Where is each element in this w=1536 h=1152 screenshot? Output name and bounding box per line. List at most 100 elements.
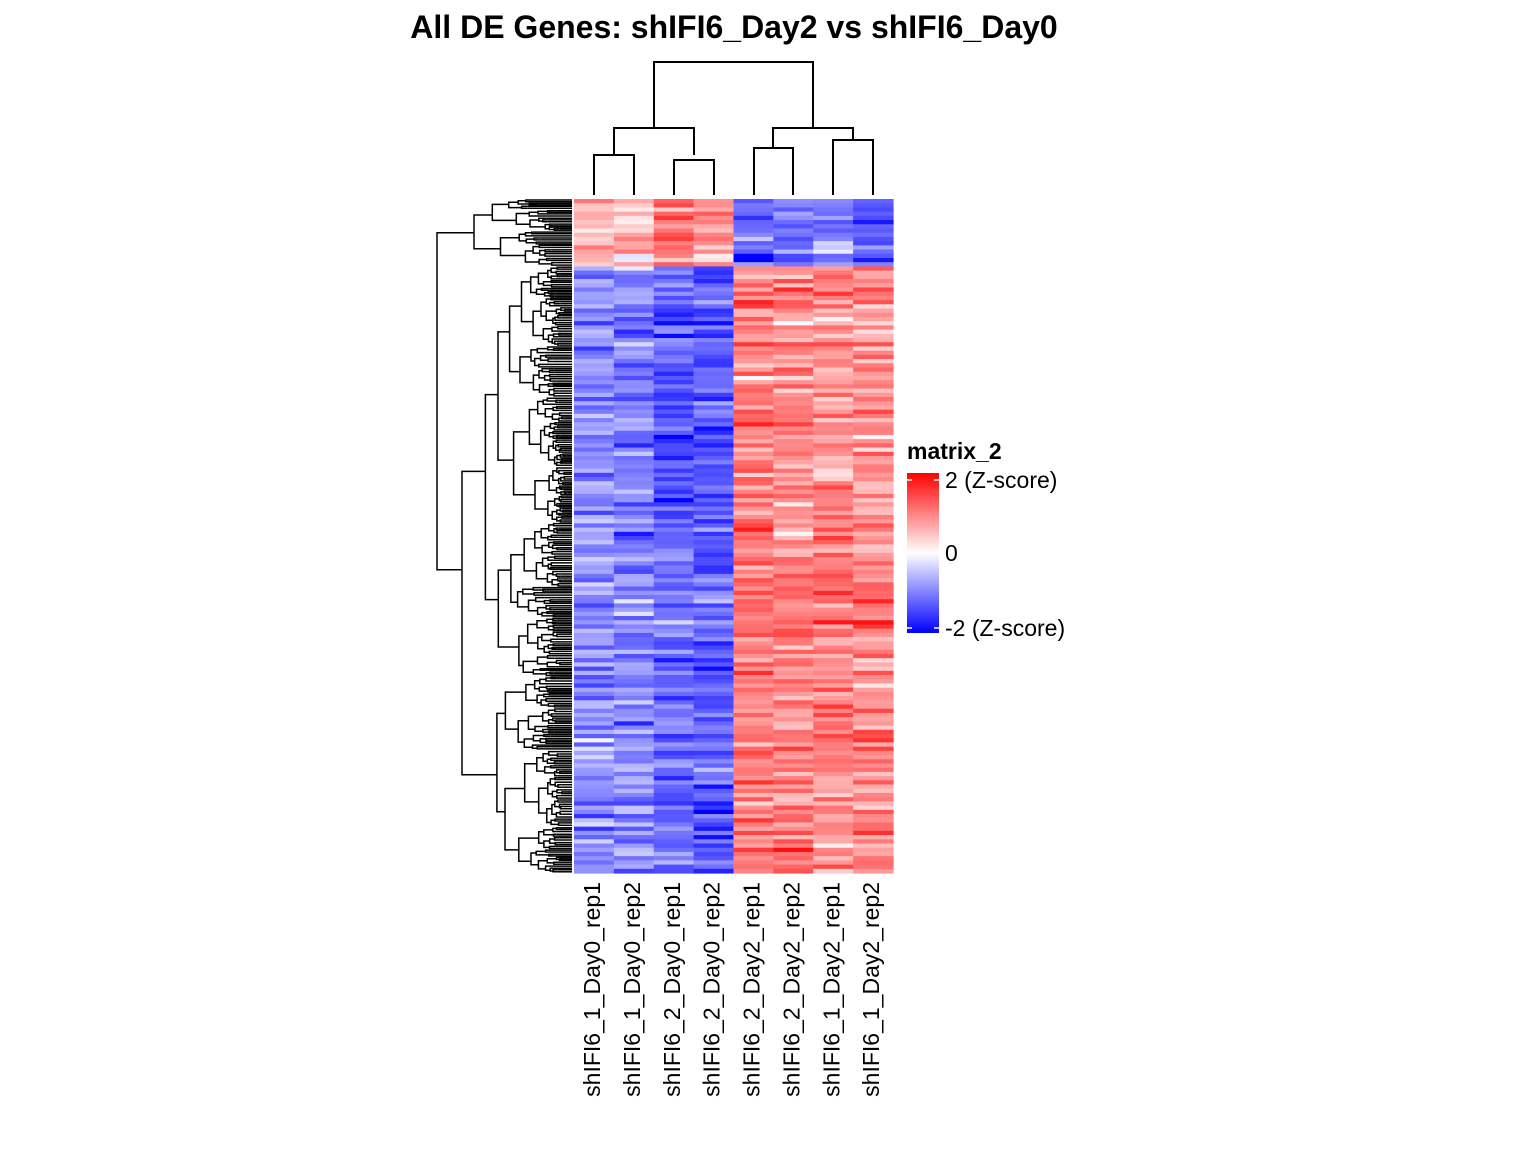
heatmap-cell xyxy=(773,396,814,402)
heatmap-cell xyxy=(733,312,774,318)
heatmap-cell xyxy=(733,552,774,558)
heatmap-cell xyxy=(653,839,695,845)
row-dendro-branch xyxy=(554,818,559,822)
heatmap-cell xyxy=(813,464,854,470)
heatmap-cell xyxy=(693,717,735,722)
legend-tick-label: 2 (Z-score) xyxy=(945,467,1057,493)
row-dendro-branch xyxy=(541,544,553,554)
heatmap-cell xyxy=(773,287,814,293)
heatmap-cell xyxy=(653,649,695,655)
heatmap-cell xyxy=(653,506,695,512)
heatmap-cell xyxy=(813,809,854,815)
row-dendro-branch xyxy=(512,431,535,496)
heatmap-cell xyxy=(813,447,854,453)
heatmap-cell xyxy=(733,493,774,499)
heatmap-cell xyxy=(853,641,894,647)
heatmap-cell xyxy=(574,641,615,647)
heatmap-cell xyxy=(574,426,615,432)
heatmap-cell xyxy=(613,249,655,255)
heatmap-cell xyxy=(574,207,615,213)
heatmap-cell xyxy=(773,746,814,752)
heatmap-cell xyxy=(773,843,814,849)
heatmap-cell xyxy=(613,329,655,335)
heatmap-cell xyxy=(653,645,695,651)
row-dendro-branch xyxy=(555,439,562,443)
heatmap-cell xyxy=(613,274,655,280)
heatmap-cell xyxy=(613,582,655,588)
heatmap-cell xyxy=(733,780,774,786)
heatmap-cell xyxy=(813,405,854,411)
heatmap-cell xyxy=(653,594,695,600)
heatmap-cell xyxy=(853,675,894,680)
row-dendro-branch xyxy=(560,487,564,491)
heatmap-cell xyxy=(813,826,854,832)
heatmap-cell xyxy=(853,519,894,524)
heatmap-cell xyxy=(574,401,615,407)
heatmap-cell xyxy=(733,835,774,840)
heatmap-cell xyxy=(813,430,854,436)
heatmap-cell xyxy=(773,675,814,680)
heatmap-cell xyxy=(613,620,655,626)
heatmap-cell xyxy=(613,477,655,482)
heatmap-cell xyxy=(693,257,735,263)
heatmap-cell xyxy=(813,658,854,663)
row-dendro-branch xyxy=(546,689,552,693)
heatmap-cell xyxy=(653,270,695,276)
heatmap-cell xyxy=(574,851,615,857)
heatmap-cell xyxy=(693,683,735,689)
heatmap-cell xyxy=(653,700,695,706)
heatmap-cell xyxy=(853,645,894,651)
heatmap-cell xyxy=(733,864,774,870)
row-dendro-branch xyxy=(547,719,554,725)
heatmap-cell xyxy=(853,552,894,558)
heatmap-cell xyxy=(813,818,854,824)
heatmap-cell xyxy=(613,561,655,567)
row-dendro-branch xyxy=(557,315,562,319)
heatmap-cell xyxy=(653,220,695,225)
heatmap-cell xyxy=(693,578,735,583)
heatmap-cell xyxy=(574,346,615,352)
row-dendro-branch xyxy=(553,300,561,305)
row-dendro-branch xyxy=(559,507,563,512)
heatmap-cell xyxy=(813,443,854,449)
row-dendro-branch xyxy=(557,577,562,582)
heatmap-cell xyxy=(813,481,854,487)
heatmap-cell xyxy=(653,818,695,824)
heatmap-cell xyxy=(733,245,774,251)
heatmap-cell xyxy=(574,477,615,482)
heatmap-cell xyxy=(693,485,735,491)
heatmap-cell xyxy=(733,236,774,242)
row-dendro-branch xyxy=(539,429,549,454)
row-dendro-branch xyxy=(544,865,551,871)
row-dendro-branch xyxy=(545,737,554,741)
row-dendro-branch xyxy=(552,624,558,628)
heatmap-cell xyxy=(693,253,735,259)
heatmap-cell xyxy=(574,696,615,701)
heatmap-cell xyxy=(613,767,655,773)
heatmap-cell xyxy=(574,658,615,663)
heatmap-cell xyxy=(613,409,655,415)
row-dendro-branch xyxy=(517,720,529,743)
heatmap-cell xyxy=(733,565,774,571)
heatmap-cell xyxy=(813,687,854,693)
heatmap-cell xyxy=(853,792,894,798)
heatmap-cell xyxy=(853,510,894,516)
column-dendrogram xyxy=(593,61,874,195)
heatmap-cell xyxy=(653,830,695,836)
heatmap-cell xyxy=(653,611,695,617)
row-dendro-branch xyxy=(534,725,548,732)
heatmap-cell xyxy=(733,700,774,706)
row-dendro-branch xyxy=(535,562,548,580)
heatmap-cell xyxy=(653,203,695,209)
heatmap-cell xyxy=(574,451,615,457)
heatmap-cell xyxy=(773,257,814,263)
row-dendro-branch xyxy=(558,512,562,516)
row-dendro-branch xyxy=(547,445,555,461)
heatmap-cell xyxy=(853,485,894,491)
heatmap-cell xyxy=(813,455,854,461)
heatmap-cell xyxy=(613,489,655,495)
heatmap-cell xyxy=(733,396,774,402)
row-dendro-branch xyxy=(518,837,539,862)
row-dendro-branch xyxy=(551,413,560,420)
heatmap-cell xyxy=(853,771,894,777)
